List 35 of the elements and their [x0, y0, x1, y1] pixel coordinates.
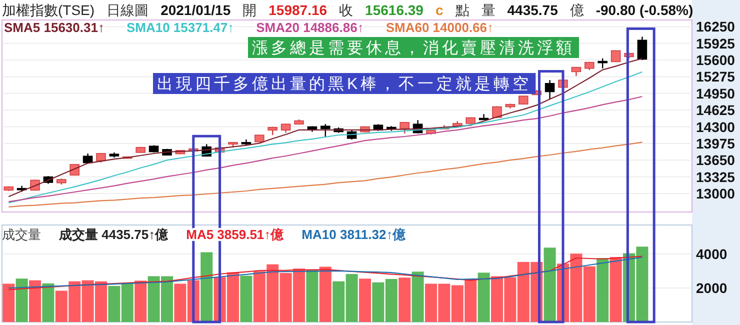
chart-title: 成交量 — [2, 227, 41, 242]
y-tick-label: 15275 — [696, 68, 736, 85]
text: c — [435, 2, 444, 18]
annotation: 漲多總是需要休息，消化賣壓清洗浮額 — [252, 39, 575, 57]
text: 4435.75 — [507, 2, 558, 18]
y-tick-label: 14625 — [696, 102, 736, 118]
text: 15987.16 — [268, 2, 328, 18]
text: 量 — [481, 2, 496, 18]
text: 成交量 4435.75↑億 — [58, 227, 170, 242]
text: 億 — [570, 2, 584, 18]
y-tick-label: 13000 — [696, 186, 736, 202]
y-tick-label: 15925 — [696, 35, 736, 52]
chart-title: 加權指數(TSE) — [2, 2, 95, 18]
y-tick-label: 14950 — [696, 85, 736, 102]
chart-subtitle: 日線圖 — [106, 2, 149, 18]
y-tick-label: 13650 — [696, 152, 736, 168]
text: SMA5 15630.31↑ — [4, 20, 104, 35]
text: 點 — [454, 2, 470, 18]
text: 收 — [339, 2, 354, 18]
y-tick-label: 15600 — [696, 52, 736, 68]
text: SMA20 14886.86↑ — [256, 20, 364, 35]
text: -90.80 (-0.58%) — [596, 2, 694, 18]
text: SMA10 15371.47↑ — [126, 20, 234, 35]
text: SMA60 14000.66↑ — [386, 20, 494, 35]
text: 2021/01/15 — [160, 2, 231, 18]
text: MA10 3811.32↑億 — [302, 227, 407, 242]
y-tick-label: 13975 — [696, 135, 736, 152]
y-tick-label: 2000 — [696, 280, 728, 296]
text: 開 — [242, 2, 257, 18]
y-tick-label: 16250 — [696, 18, 736, 35]
annotation: 出現四千多億出量的黑K棒，不一定就是轉空 — [157, 75, 532, 93]
y-tick-label: 13325 — [696, 168, 736, 185]
text: 15616.39 — [365, 2, 424, 18]
y-tick-label: 4000 — [696, 246, 728, 262]
y-tick-label: 14300 — [696, 118, 736, 135]
